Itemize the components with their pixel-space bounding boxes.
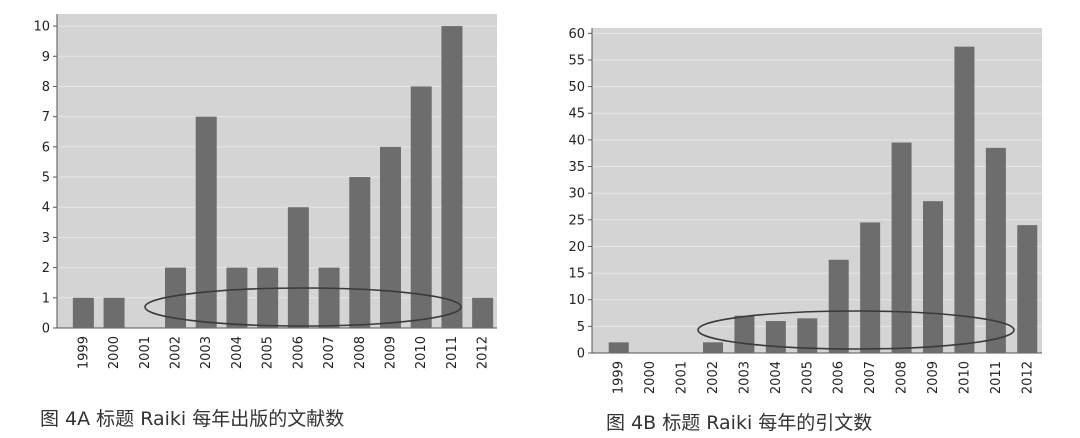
bar-1999 xyxy=(608,342,629,353)
x-tick-label: 2009 xyxy=(926,361,941,394)
bar-2009 xyxy=(923,201,943,353)
x-tick-label: 2012 xyxy=(1020,361,1035,394)
plot-area xyxy=(592,28,1042,353)
y-tick-label: 0 xyxy=(577,347,585,362)
y-tick-label: 3 xyxy=(42,231,50,246)
x-tick-label: 2000 xyxy=(107,336,122,369)
x-tick-label: 2006 xyxy=(291,336,306,369)
y-tick-label: 8 xyxy=(42,80,50,95)
x-tick-label: 2004 xyxy=(230,336,245,369)
x-tick-label: 2006 xyxy=(832,361,847,394)
y-tick-label: 35 xyxy=(568,160,585,175)
y-tick-label: 2 xyxy=(42,261,50,276)
bar-2010 xyxy=(954,46,975,353)
bar-2004 xyxy=(226,267,248,328)
y-tick-label: 55 xyxy=(568,53,585,68)
x-tick-label: 2002 xyxy=(706,361,721,394)
x-tick-label: 1999 xyxy=(612,361,627,394)
x-tick-label: 2011 xyxy=(445,336,460,369)
y-tick-label: 60 xyxy=(568,27,585,42)
bar-2012 xyxy=(1017,225,1038,353)
x-tick-label: 2010 xyxy=(414,336,429,369)
y-tick-label: 30 xyxy=(568,187,585,202)
y-tick-label: 10 xyxy=(568,293,585,308)
bar-2003 xyxy=(734,315,755,353)
bar-1999 xyxy=(72,297,94,328)
bar-2008 xyxy=(349,177,371,328)
y-tick-label: 9 xyxy=(42,50,50,65)
y-tick-label: 7 xyxy=(42,110,50,125)
x-tick-label: 2007 xyxy=(322,336,337,369)
bar-2005 xyxy=(257,267,279,328)
x-tick-label: 2004 xyxy=(769,361,784,394)
x-tick-label: 2012 xyxy=(476,336,491,369)
bar-2002 xyxy=(165,267,186,328)
chart-a: 0 1 2 3 4 5 6 7 8 9 10 1999 2000 2001 2002 2003 2004 2005… xyxy=(33,14,497,430)
bar-2002 xyxy=(703,342,723,353)
bar-2010 xyxy=(410,86,432,328)
x-tick-label: 2010 xyxy=(957,361,972,394)
y-tick-label: 5 xyxy=(42,171,50,186)
y-tick-label: 20 xyxy=(568,240,585,255)
y-tick-label: 10 xyxy=(33,20,50,35)
x-tick-label: 2008 xyxy=(895,361,910,394)
bar-2003 xyxy=(195,116,217,329)
bar-2007 xyxy=(860,222,881,353)
y-tick-label: 6 xyxy=(42,140,50,155)
y-tick-label: 25 xyxy=(568,213,585,228)
bar-2006 xyxy=(828,259,849,353)
chart-b: 0 5 10 15 20 25 30 35 40 45 50 55 60 1999 2000 2001 2002… xyxy=(568,27,1042,434)
x-tick-label: 2011 xyxy=(989,361,1004,394)
y-tick-label: 15 xyxy=(568,267,585,282)
bar-2007 xyxy=(318,267,340,328)
ellipse-annotation xyxy=(144,287,462,327)
y-tick-label: 50 xyxy=(568,80,585,95)
bar-2009 xyxy=(380,146,401,328)
x-tick-label: 2003 xyxy=(737,361,752,394)
x-tick-label: 2007 xyxy=(863,361,878,394)
bar-2011 xyxy=(441,26,463,328)
x-tick-label: 1999 xyxy=(76,336,91,369)
bar-2011 xyxy=(985,147,1006,353)
x-tick-label: 2005 xyxy=(261,336,276,369)
bar-2005 xyxy=(797,318,818,353)
x-tick-label: 2009 xyxy=(384,336,399,369)
x-tick-label: 2005 xyxy=(800,361,815,394)
bar-2000 xyxy=(103,297,125,328)
y-tick-label: 4 xyxy=(42,201,50,216)
x-tick-label: 2003 xyxy=(199,336,214,369)
figure-caption: 图 4A 标题 Raiki 每年出版的文献数 xyxy=(40,408,344,430)
x-tick-label: 2008 xyxy=(353,336,368,369)
y-tick-label: 5 xyxy=(577,320,585,335)
bar-2008 xyxy=(891,142,912,353)
ellipse-annotation xyxy=(697,310,1015,350)
x-tick-label: 2001 xyxy=(138,336,153,369)
y-tick-label: 1 xyxy=(42,291,50,306)
y-tick-label: 40 xyxy=(568,133,585,148)
x-tick-label: 2000 xyxy=(643,361,658,394)
y-tick-label: 0 xyxy=(42,322,50,337)
x-tick-label: 2002 xyxy=(169,336,184,369)
x-tick-label: 2001 xyxy=(675,361,690,394)
bar-2006 xyxy=(287,207,309,328)
bar-2012 xyxy=(472,297,494,328)
y-tick-label: 45 xyxy=(568,107,585,122)
figure-caption: 图 4B 标题 Raiki 每年的引文数 xyxy=(606,412,872,434)
bar-2004 xyxy=(765,321,786,353)
